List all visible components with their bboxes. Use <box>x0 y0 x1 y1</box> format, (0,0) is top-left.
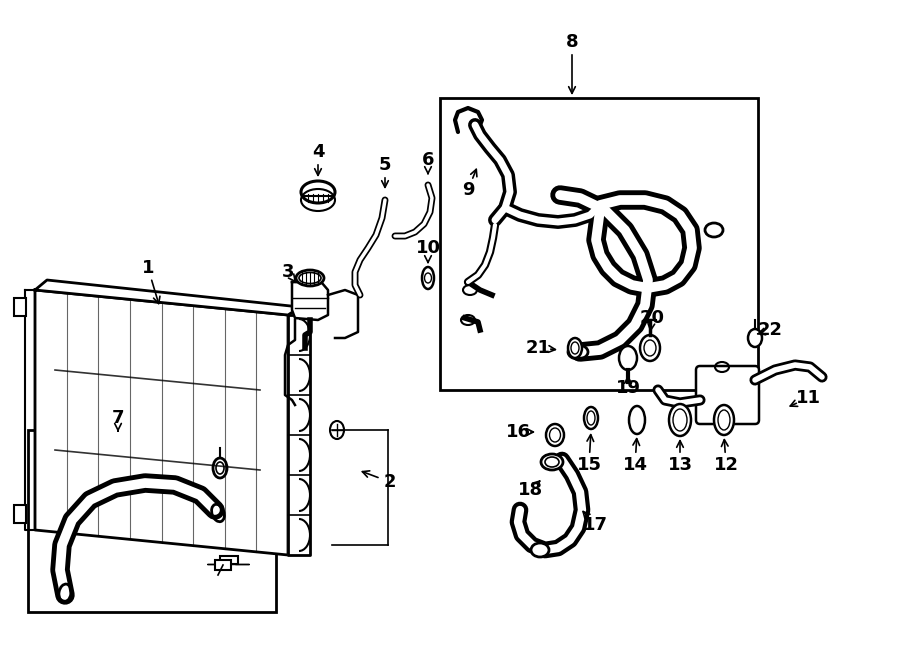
Text: 7: 7 <box>112 409 124 427</box>
Ellipse shape <box>629 406 645 434</box>
Text: 9: 9 <box>462 181 474 199</box>
Text: 16: 16 <box>506 423 530 441</box>
Ellipse shape <box>531 543 549 557</box>
Text: 13: 13 <box>668 456 692 474</box>
Text: 1: 1 <box>142 259 154 277</box>
Ellipse shape <box>748 329 762 347</box>
Ellipse shape <box>296 270 324 286</box>
Ellipse shape <box>640 335 660 361</box>
Text: 4: 4 <box>311 143 324 161</box>
FancyBboxPatch shape <box>696 366 759 424</box>
Polygon shape <box>35 290 288 555</box>
Text: 6: 6 <box>422 151 434 169</box>
Polygon shape <box>288 315 310 555</box>
Ellipse shape <box>546 424 564 446</box>
Text: 11: 11 <box>796 389 821 407</box>
FancyArrow shape <box>207 556 249 564</box>
Bar <box>14 298 26 316</box>
Text: 22: 22 <box>758 321 782 339</box>
Ellipse shape <box>584 407 598 429</box>
Text: 18: 18 <box>518 481 543 499</box>
Bar <box>215 560 231 570</box>
Bar <box>14 505 26 523</box>
Text: 3: 3 <box>282 263 294 281</box>
Text: 10: 10 <box>416 239 440 257</box>
Bar <box>440 98 758 390</box>
Text: 17: 17 <box>582 516 608 534</box>
Text: 21: 21 <box>526 339 551 357</box>
Ellipse shape <box>301 181 335 203</box>
Polygon shape <box>35 280 300 315</box>
Ellipse shape <box>568 338 582 358</box>
Ellipse shape <box>669 404 691 436</box>
Text: 5: 5 <box>379 156 392 174</box>
Text: 2: 2 <box>383 473 396 491</box>
Text: 12: 12 <box>714 456 739 474</box>
Ellipse shape <box>422 267 434 289</box>
Ellipse shape <box>541 454 563 470</box>
Text: 8: 8 <box>566 33 579 51</box>
Bar <box>28 430 276 612</box>
Ellipse shape <box>714 405 734 435</box>
Bar <box>220 556 238 564</box>
Text: 19: 19 <box>616 379 641 397</box>
Polygon shape <box>292 282 328 320</box>
Text: 20: 20 <box>640 309 664 327</box>
Text: 14: 14 <box>623 456 647 474</box>
Text: 15: 15 <box>577 456 601 474</box>
Ellipse shape <box>619 346 637 370</box>
